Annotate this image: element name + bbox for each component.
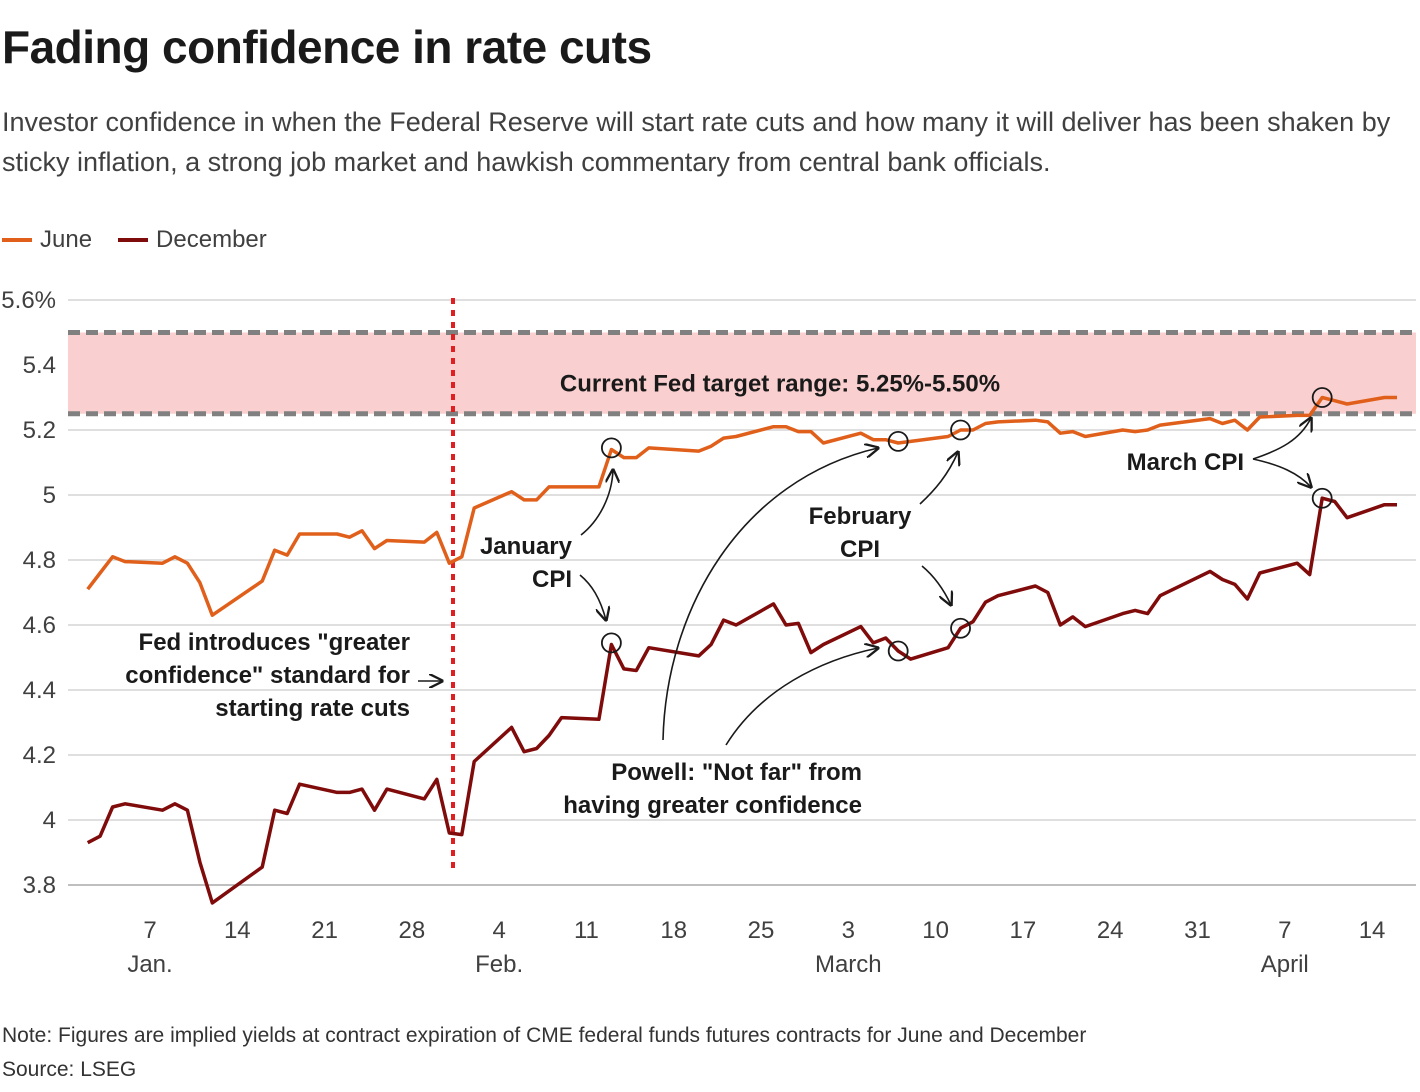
y-tick-label: 4 bbox=[43, 807, 56, 834]
annotation-arrow bbox=[1252, 458, 1311, 487]
x-tick-label: 18 bbox=[660, 917, 687, 944]
line-chart: Current Fed target range: 5.25%-5.50% 3.… bbox=[1, 287, 1416, 978]
highlight-circle bbox=[887, 430, 909, 452]
x-tick-label: 14 bbox=[224, 917, 251, 944]
annotation-arrow bbox=[919, 452, 958, 505]
x-tick-label: 25 bbox=[748, 917, 775, 944]
y-tick-label: 4.8 bbox=[23, 547, 56, 574]
target-range-band: Current Fed target range: 5.25%-5.50% bbox=[68, 330, 1416, 417]
x-month-label: Jan. bbox=[127, 951, 172, 978]
y-tick-label: 4.6 bbox=[23, 612, 56, 639]
chart-title: Fading confidence in rate cuts bbox=[2, 21, 652, 73]
y-axis-ticks: 3.8 4 4.2 4.4 4.6 4.8 5 5.2 5.4 5.6% bbox=[1, 287, 56, 899]
legend-label-june: June bbox=[40, 226, 93, 253]
x-tick-label: 10 bbox=[922, 917, 949, 944]
annotation-february-cpi: February bbox=[809, 503, 912, 530]
highlight-circle bbox=[950, 419, 971, 441]
series-line-june bbox=[86, 395, 1397, 617]
y-tick-label: 5.2 bbox=[23, 417, 56, 444]
x-tick-label: 7 bbox=[1278, 917, 1291, 944]
highlight-circle bbox=[950, 617, 971, 639]
legend-item-june: June bbox=[2, 226, 92, 254]
y-tick-label: 4.4 bbox=[23, 677, 56, 704]
x-tick-label: 21 bbox=[311, 917, 338, 944]
annotation-powell: Powell: "Not far" from bbox=[611, 759, 862, 786]
x-tick-label: 11 bbox=[574, 917, 599, 944]
legend-swatch-december bbox=[118, 238, 149, 242]
highlight-circle bbox=[600, 437, 622, 459]
x-tick-label: 17 bbox=[1010, 917, 1037, 944]
legend-item-december: December bbox=[118, 226, 267, 254]
series-line-december bbox=[86, 496, 1397, 905]
x-tick-label: 7 bbox=[143, 917, 156, 944]
x-month-label: April bbox=[1261, 951, 1309, 978]
annotation-february-cpi: CPI bbox=[840, 536, 880, 563]
x-tick-label: 4 bbox=[492, 917, 505, 944]
annotation-fed-intro: Fed introduces "greater bbox=[139, 629, 410, 656]
annotation-fed-intro: confidence" standard for bbox=[125, 662, 410, 689]
legend-swatch-june bbox=[2, 238, 32, 242]
x-tick-label: 31 bbox=[1184, 917, 1211, 944]
highlight-circles bbox=[600, 387, 1333, 662]
target-range-label: Current Fed target range: 5.25%-5.50% bbox=[560, 370, 1000, 397]
annotation-arrow bbox=[580, 470, 613, 536]
legend: June December bbox=[2, 226, 267, 254]
annotation-march-cpi: March CPI bbox=[1127, 449, 1244, 476]
y-tick-label: 5.6% bbox=[1, 287, 56, 314]
chart-subtitle: Investor confidence in when the Federal … bbox=[2, 107, 1391, 177]
highlight-circle bbox=[1311, 487, 1333, 509]
y-tick-label: 5 bbox=[43, 482, 56, 509]
x-month-label: Feb. bbox=[475, 951, 523, 978]
x-tick-label: 3 bbox=[842, 917, 855, 944]
x-tick-label: 28 bbox=[399, 917, 426, 944]
annotation-arrows bbox=[418, 418, 1311, 746]
chart-source: Source: LSEG bbox=[2, 1058, 137, 1081]
annotation-arrow bbox=[579, 574, 606, 620]
annotation-arrow bbox=[725, 648, 878, 746]
legend-label-december: December bbox=[156, 226, 267, 253]
y-tick-label: 4.2 bbox=[23, 742, 56, 769]
x-tick-label: 24 bbox=[1097, 917, 1124, 944]
highlight-circle bbox=[600, 632, 622, 654]
y-tick-label: 5.4 bbox=[23, 352, 56, 379]
annotation-arrow bbox=[662, 448, 878, 741]
x-month-label: March bbox=[815, 951, 882, 978]
x-tick-label: 14 bbox=[1359, 917, 1386, 944]
annotation-january-cpi: CPI bbox=[532, 566, 572, 593]
annotation-arrow bbox=[921, 565, 951, 605]
y-tick-label: 3.8 bbox=[23, 872, 56, 899]
annotation-fed-intro: starting rate cuts bbox=[215, 695, 410, 722]
target-range-fill bbox=[68, 332, 1416, 414]
annotations: Fed introduces "greater confidence" stand… bbox=[125, 449, 1244, 819]
annotation-january-cpi: January bbox=[480, 533, 573, 560]
x-axis-ticks: 7 Jan. 14 21 28 4 Feb. 11 18 25 3 March 10 17 24 31 7 Apr… bbox=[127, 917, 1385, 978]
annotation-powell: having greater confidence bbox=[563, 792, 862, 819]
highlight-circle bbox=[1311, 387, 1333, 408]
annotation-arrow bbox=[1252, 418, 1311, 460]
highlight-circle bbox=[887, 640, 909, 662]
chart-note: Note: Figures are implied yields at cont… bbox=[2, 1024, 1087, 1047]
series-lines bbox=[86, 395, 1397, 905]
